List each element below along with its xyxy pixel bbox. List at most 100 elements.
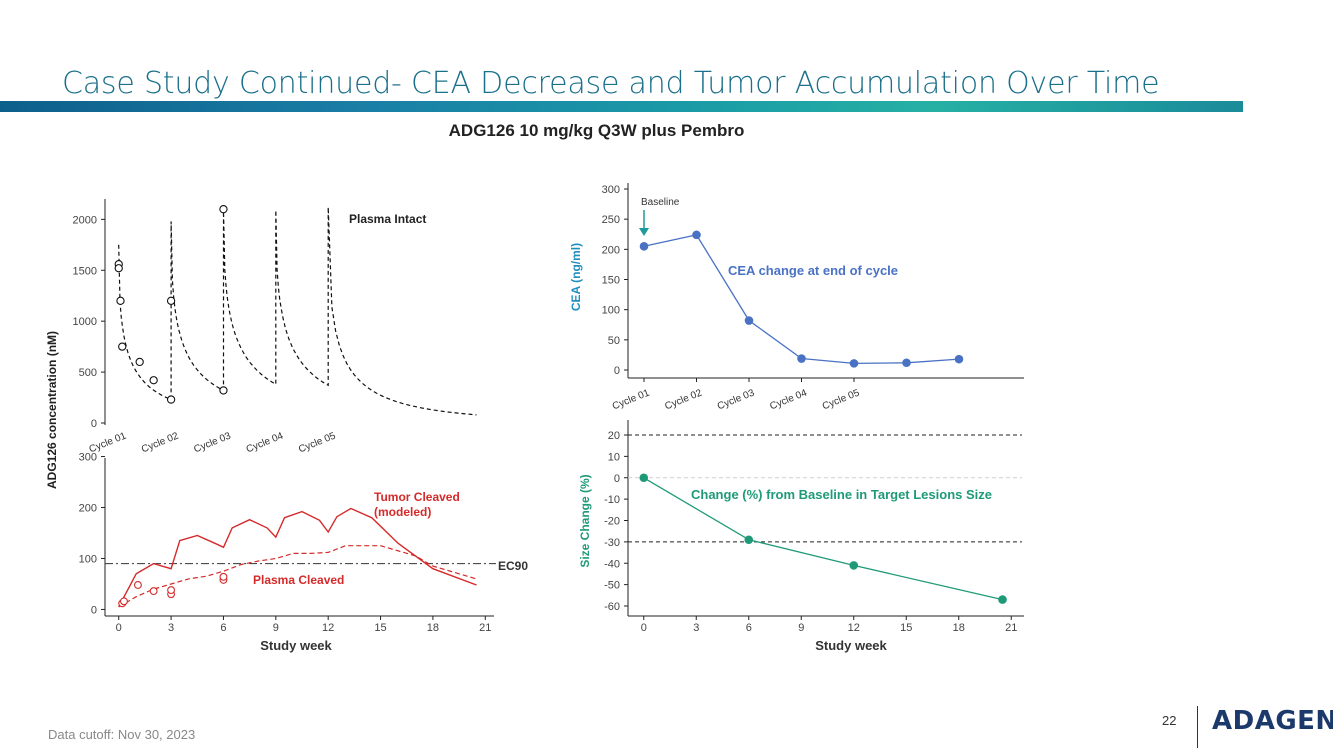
size-xtick-label: 21	[1005, 622, 1017, 634]
ec90-label: EC90	[498, 559, 528, 573]
plasma-cleaved-observed-point	[120, 597, 128, 606]
tumor-cleaved-line	[118, 507, 477, 608]
size-ytick-label: -60	[604, 601, 620, 613]
size-ytick-label: -40	[604, 558, 620, 570]
baseline-arrowhead-icon	[639, 228, 649, 236]
cea-point	[902, 358, 911, 368]
cea-point	[744, 316, 754, 325]
cea-xtick-label: Cycle 03	[716, 387, 757, 412]
pk-cycle-label: Cycle 05	[297, 430, 338, 455]
cea-xtick-label: Cycle 02	[663, 387, 704, 412]
pk-intact-observed-point	[219, 205, 228, 214]
size-series-label: Change (%) from Baseline in Target Lesio…	[691, 487, 992, 502]
tumor-cleaved-label-1: Tumor Cleaved	[374, 490, 460, 504]
cea-ytick-label: 0	[614, 365, 620, 377]
cea-line	[643, 234, 960, 365]
pk-xtick-label: 21	[479, 622, 491, 634]
tumor-cleaved-label-2: (modeled)	[374, 505, 431, 519]
size-xtick-label: 0	[641, 622, 647, 634]
pk-xtick-label: 9	[273, 622, 279, 634]
footer-note: Data cutoff: Nov 30, 2023	[48, 727, 196, 742]
pk-top-ytick-label: 1500	[73, 265, 97, 277]
size-ytick-label: -20	[604, 516, 620, 528]
pk-xtick-label: 6	[220, 622, 226, 634]
size-point	[849, 561, 859, 570]
cea-point	[954, 354, 964, 364]
plasma-cleaved-observed-point	[149, 587, 158, 596]
size-ytick-label: -10	[604, 494, 620, 506]
cea-xtick-label: Cycle 01	[611, 387, 652, 412]
plasma-cleaved-label: Plasma Cleaved	[253, 573, 344, 587]
cea-xtick-label: Cycle 04	[768, 387, 809, 412]
size-xtick-label: 18	[953, 622, 965, 634]
cea-point	[797, 354, 806, 363]
pk-bottom-ytick-label: 0	[91, 604, 97, 616]
size-xtick-label: 12	[848, 622, 860, 634]
cea-xtick-label: Cycle 05	[821, 387, 862, 412]
plasma-cleaved-observed-point	[219, 572, 228, 581]
page-number: 22	[1162, 713, 1177, 728]
cea-point	[692, 230, 701, 240]
cea-ytick-label: 150	[602, 275, 620, 287]
size-ytick-label: 20	[608, 430, 620, 442]
size-xtick-label: 15	[900, 622, 912, 634]
pk-bottom-ytick-label: 200	[79, 503, 97, 515]
size-point	[744, 535, 754, 545]
pk-xtick-label: 3	[168, 622, 174, 634]
pk-intact-observed-point	[149, 376, 158, 385]
cea-ytick-label: 200	[602, 244, 620, 256]
pk-bottom-ytick-label: 300	[79, 452, 97, 464]
slide-subtitle: ADG126 10 mg/kg Q3W plus Pembro	[448, 121, 745, 140]
pk-intact-observed-point	[135, 357, 144, 367]
pk-top-ytick-label: 2000	[73, 214, 97, 226]
pk-ylabel: ADG126 concentration (nM)	[45, 331, 59, 489]
size-ytick-label: 0	[614, 473, 620, 485]
cea-series-label: CEA change at end of cycle	[728, 263, 898, 278]
pk-top-label: Plasma Intact	[349, 212, 426, 226]
pk-bottom-panel: 0 100 200 300 0 3 6 9 12 15 18 21	[79, 452, 496, 634]
size-xlabel: Study week	[815, 638, 887, 653]
size-xtick-label: 6	[746, 622, 752, 634]
size-xtick-label: 3	[693, 622, 699, 634]
slide-title: Case Study Continued- CEA Decrease and T…	[62, 66, 1160, 101]
size-xtick-label: 9	[798, 622, 804, 634]
pk-xlabel: Study week	[260, 638, 332, 653]
cea-ytick-label: 250	[602, 214, 620, 226]
pk-top-ytick-label: 0	[91, 418, 97, 430]
pk-bottom-ytick-label: 100	[79, 553, 97, 565]
cea-ytick-label: 300	[602, 184, 620, 196]
size-point	[998, 595, 1007, 604]
size-line	[643, 477, 1003, 601]
pk-cycle-label: Cycle 03	[192, 430, 233, 455]
cea-baseline-label: Baseline	[641, 197, 680, 208]
plasma-cleaved-observed-point	[167, 586, 176, 595]
pk-intact-observed-point	[166, 395, 176, 404]
company-logo: ADAGENE	[1212, 706, 1333, 736]
pk-intact-observed-point	[118, 342, 127, 351]
pk-intact-observed-point	[219, 386, 228, 395]
cea-ylabel: CEA (ng/ml)	[569, 243, 583, 311]
cea-point	[849, 359, 859, 368]
cea-panel: 0 50 100 150 200 250 300 Cycle 01 Cycle 02 Cycle …	[602, 183, 1024, 412]
pk-intact-observed-point	[166, 296, 176, 305]
pk-intact-model-line	[118, 207, 477, 416]
pk-top-ytick-label: 500	[79, 367, 97, 379]
pk-intact-observed-point	[114, 264, 123, 273]
size-panel: 20 10 0 -10 -20 -30 -40 -50 -60 0 3 6 9 12 15 18 21	[604, 420, 1024, 634]
pk-xtick-label: 0	[116, 622, 122, 634]
pk-cycle-label: Cycle 04	[245, 430, 286, 455]
size-point	[639, 473, 649, 483]
size-ytick-label: 10	[608, 451, 620, 463]
pk-cycle-label: Cycle 02	[140, 430, 181, 455]
pk-xtick-label: 12	[322, 622, 334, 634]
pk-xtick-label: 15	[374, 622, 386, 634]
title-band	[0, 101, 1243, 112]
pk-top-ytick-label: 1000	[73, 316, 97, 328]
size-ylabel: Size Change (%)	[578, 474, 592, 567]
plasma-cleaved-observed-point	[133, 581, 142, 589]
size-ytick-label: -30	[604, 537, 620, 549]
pk-intact-observed-point	[116, 296, 125, 305]
cea-point	[639, 242, 649, 251]
